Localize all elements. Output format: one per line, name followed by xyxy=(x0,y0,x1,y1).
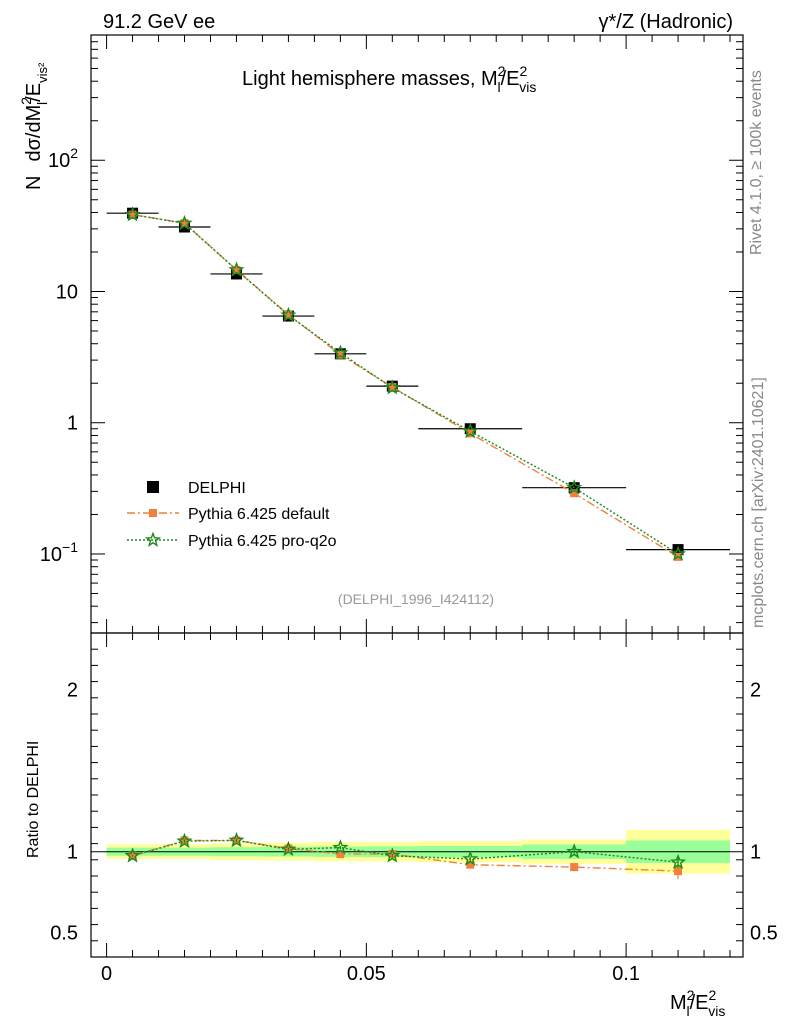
main-plot: 10−1 1 10 102 xyxy=(40,34,744,634)
point-pythia-default xyxy=(232,265,241,274)
ratio-point-pythia-pro-q2o xyxy=(332,839,349,855)
header-left: 91.2 GeV ee xyxy=(103,11,215,33)
x-tick-label: 0.1 xyxy=(612,963,640,985)
ratio-point-pythia-default xyxy=(570,863,579,872)
point-pythia-default xyxy=(388,383,397,392)
y-tick-label: 102 xyxy=(48,145,78,172)
ratio-point-pythia-pro-q2o xyxy=(566,843,583,859)
header-right: γ*/Z (Hadronic) xyxy=(599,11,733,33)
ratio-point-pythia-pro-q2o xyxy=(384,847,401,863)
point-pythia-default xyxy=(284,310,293,319)
ratio-y-tick-label-right: 1 xyxy=(750,842,761,864)
legend-label: DELPHI xyxy=(188,480,246,497)
legend-marker-pro-q2o xyxy=(144,531,162,547)
main-title: Light hemisphere masses, M2 l/E2 vis xyxy=(242,63,536,95)
legend-marker-delphi xyxy=(147,481,159,493)
legend-marker-default xyxy=(149,509,157,517)
ratio-point-pythia-pro-q2o xyxy=(176,832,193,849)
point-pythia-pro-q2o xyxy=(566,479,583,495)
ratio-y-tick-label: 2 xyxy=(67,680,78,702)
ratio-point-pythia-pro-q2o xyxy=(670,853,687,870)
main-ylabel: Ndσ/dM2l/Evis² xyxy=(18,62,50,190)
ratio-point-pythia-default xyxy=(466,860,475,869)
point-pythia-pro-q2o xyxy=(384,379,401,395)
ratio-y-tick-label-right: 2 xyxy=(750,680,761,702)
xlabel: M2 l/E2 vis xyxy=(670,987,725,1019)
ratio-point-pythia-pro-q2o xyxy=(124,847,141,863)
ratio-plot: 0 0.05 0.1 0.5 0.5 1 1 2 2 xyxy=(50,619,778,985)
point-pythia-pro-q2o xyxy=(280,306,297,323)
ratio-y-tick-label-right: 0.5 xyxy=(750,923,778,945)
ratio-point-pythia-pro-q2o xyxy=(228,831,245,848)
y-tick-label: 10 xyxy=(56,281,78,303)
legend: DELPHI Pythia 6.425 default Pythia 6.425 p… xyxy=(127,480,337,550)
ratio-point-pythia-pro-q2o xyxy=(462,850,479,866)
point-pythia-default xyxy=(128,210,137,219)
point-pythia-pro-q2o xyxy=(462,422,479,439)
data-point-delphi xyxy=(464,423,476,435)
point-pythia-default xyxy=(180,219,189,228)
mcplots-text: mcplots.cern.ch [arXiv:2401.10621] xyxy=(750,377,767,628)
point-pythia-default xyxy=(570,489,579,498)
point-pythia-pro-q2o xyxy=(669,545,687,561)
point-pythia-pro-q2o xyxy=(332,344,349,360)
legend-label: Pythia 6.425 default xyxy=(188,506,330,523)
ratio-ylabel: Ratio to DELPHI xyxy=(25,741,42,858)
point-pythia-pro-q2o xyxy=(176,214,193,231)
ratio-y-tick-label: 1 xyxy=(67,842,78,864)
ratio-point-pythia-pro-q2o xyxy=(280,840,297,857)
y-tick-label: 1 xyxy=(67,413,78,435)
point-pythia-pro-q2o xyxy=(124,206,141,222)
data-point-delphi xyxy=(230,268,242,280)
legend-label: Pythia 6.425 pro-q2o xyxy=(188,533,337,550)
rivet-version-text: Rivet 4.1.0, ≥ 100k events xyxy=(748,70,765,255)
x-tick-label: 0 xyxy=(101,963,112,985)
point-pythia-pro-q2o xyxy=(228,261,245,277)
line-pythia-pro-q2o xyxy=(132,213,679,555)
svg-text:Ndσ/dM2l/Evis²: Ndσ/dM2l/Evis² xyxy=(18,62,50,190)
ratio-point-pythia-default xyxy=(336,850,345,859)
analysis-annotation: (DELPHI_1996_I424112) xyxy=(338,591,494,607)
y-tick-label: 10−1 xyxy=(40,539,78,566)
ratio-point-pythia-default xyxy=(674,867,683,876)
ratio-frame xyxy=(90,632,744,958)
point-pythia-default xyxy=(336,350,345,359)
x-tick-label: 0.05 xyxy=(347,963,386,985)
ratio-y-tick-label: 0.5 xyxy=(50,923,78,945)
